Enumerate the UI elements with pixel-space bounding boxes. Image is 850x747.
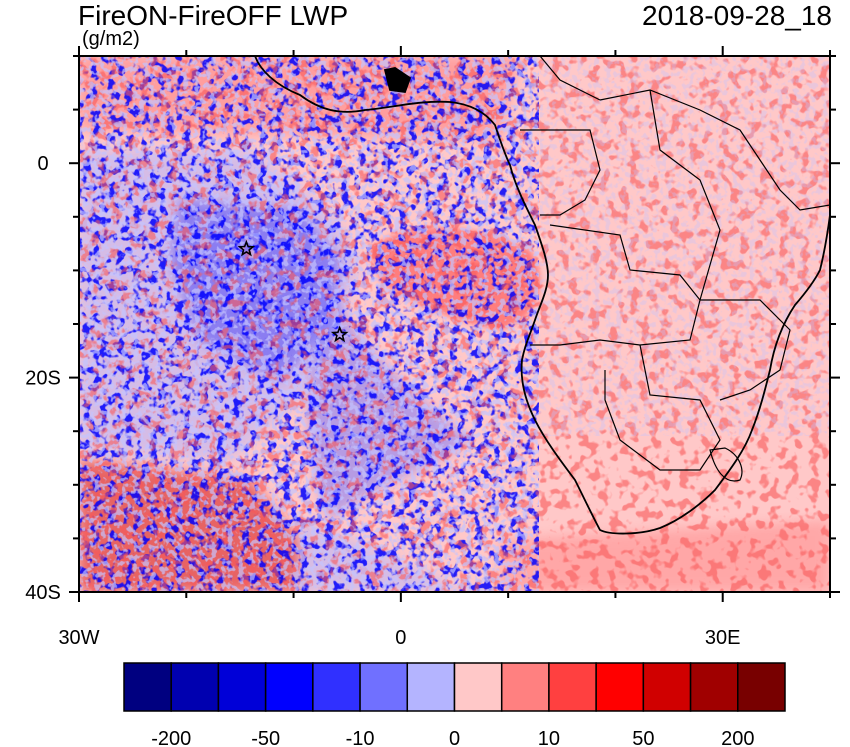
colorbar-swatch bbox=[312, 662, 361, 712]
colorbar-label: 10 bbox=[538, 728, 560, 747]
colorbar-swatch bbox=[642, 662, 692, 712]
timestamp-label: 2018-09-28_18 bbox=[642, 0, 832, 31]
colorbar-swatch bbox=[500, 662, 550, 712]
star-marker bbox=[237, 239, 256, 257]
units-label: (g/m2) bbox=[82, 28, 140, 50]
colorbar-swatch bbox=[689, 662, 739, 712]
y-axis: 0 20S 40S bbox=[25, 55, 840, 604]
colorbar-label: 0 bbox=[449, 728, 460, 747]
colorbar-swatch bbox=[453, 662, 503, 712]
colorbar-label: -10 bbox=[346, 728, 375, 747]
lwp-field bbox=[79, 56, 830, 592]
colorbar-swatch bbox=[737, 662, 786, 712]
coastlines bbox=[254, 56, 830, 535]
y-tick-label: 20S bbox=[25, 368, 61, 390]
colorbar-swatch bbox=[123, 662, 172, 712]
colorbar: -200 -50 -10 0 10 50 200 bbox=[123, 662, 786, 747]
colorbar-swatch bbox=[264, 662, 314, 712]
colorbar-swatch bbox=[170, 662, 220, 712]
y-tick-label: 0 bbox=[37, 153, 48, 175]
colorbar-swatch bbox=[359, 662, 409, 712]
x-tick-label: 30E bbox=[705, 627, 741, 649]
map-title: FireON-FireOFF LWP bbox=[78, 0, 349, 31]
colorbar-label: 50 bbox=[632, 728, 654, 747]
y-tick-label: 40S bbox=[25, 582, 61, 604]
colorbar-swatch bbox=[548, 662, 597, 712]
colorbar-swatch bbox=[595, 662, 645, 712]
colorbar-label: -50 bbox=[251, 728, 280, 747]
marker-layer bbox=[237, 239, 349, 343]
colorbar-swatch bbox=[217, 662, 267, 712]
star-marker bbox=[330, 325, 349, 343]
x-tick-label: 0 bbox=[395, 627, 406, 649]
colorbar-swatch bbox=[406, 662, 456, 712]
x-tick-label: 30W bbox=[58, 627, 99, 649]
colorbar-label: 200 bbox=[721, 728, 754, 747]
colorbar-label: -200 bbox=[151, 728, 191, 747]
